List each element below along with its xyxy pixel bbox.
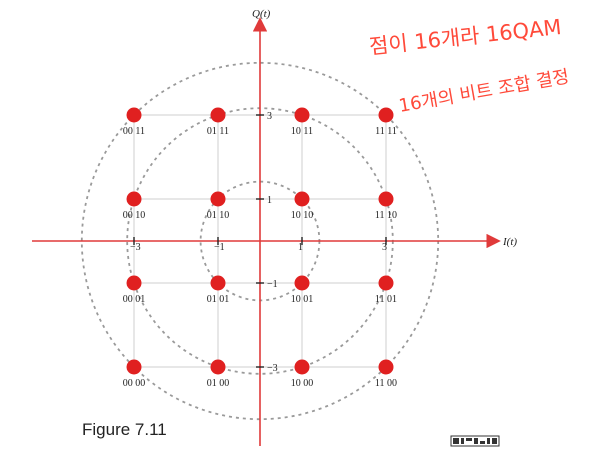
axis-ticks: −3 −1 1 3 3 1 −1 −3 xyxy=(130,111,387,374)
constellation-point xyxy=(294,359,310,375)
constellation-point xyxy=(210,359,226,375)
bit-label: 01 10 xyxy=(207,210,230,221)
i-axis-label: I(t) xyxy=(502,236,517,248)
bit-label: 00 00 xyxy=(123,378,146,389)
bit-label: 10 11 xyxy=(291,126,313,137)
axes: I(t) Q(t) xyxy=(32,8,517,446)
bit-label: 11 10 xyxy=(375,210,397,221)
bit-label: 01 01 xyxy=(207,294,230,305)
y-tick-label: −1 xyxy=(267,279,278,290)
bit-label: 01 00 xyxy=(207,378,230,389)
constellation-point xyxy=(126,191,142,207)
constellation-point xyxy=(294,107,310,123)
bit-label: 10 00 xyxy=(291,378,314,389)
scan-code-icon xyxy=(450,435,500,447)
bit-label: 10 01 xyxy=(291,294,314,305)
constellation-point xyxy=(126,107,142,123)
x-tick-label: 3 xyxy=(382,242,387,253)
constellation-point xyxy=(126,359,142,375)
annotation-line-2: 16개의 비트 조합 결정 xyxy=(397,66,571,117)
constellation-point xyxy=(378,191,394,207)
constellation-point xyxy=(294,191,310,207)
bit-label: 11 00 xyxy=(375,378,397,389)
bit-label: 01 11 xyxy=(207,126,229,137)
x-tick-label: 1 xyxy=(298,242,303,253)
q-axis-label: Q(t) xyxy=(252,8,271,20)
x-tick-label: −1 xyxy=(214,242,225,253)
constellation-point xyxy=(378,275,394,291)
bit-label: 00 11 xyxy=(123,126,145,137)
y-tick-label: 1 xyxy=(267,195,272,206)
bit-label: 11 11 xyxy=(375,126,397,137)
constellation-point xyxy=(378,359,394,375)
annotation-line-1: 점이 16개라 16QAM xyxy=(368,15,563,59)
constellation-point xyxy=(210,191,226,207)
constellation-point xyxy=(210,275,226,291)
bit-label: 11 01 xyxy=(375,294,397,305)
bit-label: 10 10 xyxy=(291,210,314,221)
constellation-point xyxy=(378,107,394,123)
y-tick-label: −3 xyxy=(267,363,278,374)
figure-caption: Figure 7.11 xyxy=(82,420,167,439)
bit-label: 00 01 xyxy=(123,294,146,305)
constellation-point xyxy=(126,275,142,291)
y-tick-label: 3 xyxy=(267,111,272,122)
constellation-point xyxy=(210,107,226,123)
x-tick-label: −3 xyxy=(130,242,141,253)
bit-label: 00 10 xyxy=(123,210,146,221)
constellation-point xyxy=(294,275,310,291)
